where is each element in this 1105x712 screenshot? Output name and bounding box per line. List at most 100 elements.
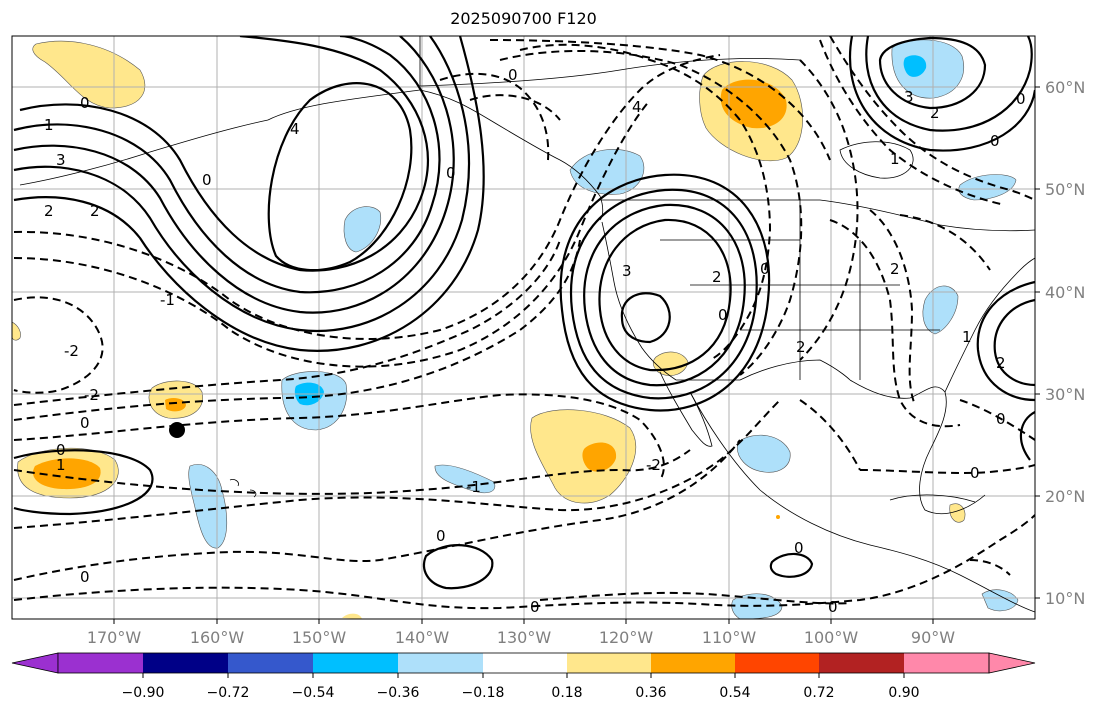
shade-positive [342,613,362,619]
contour-label: 1 [962,328,972,346]
us-mexico-border [676,359,851,381]
colorbar-tick-label: −0.18 [462,685,505,701]
lat-label: 40°N [1045,283,1085,302]
contour-label: 2 [930,104,940,122]
shade-negative [922,285,959,335]
us-west-coast [601,221,677,381]
cutoff-high-contour [620,292,671,344]
contour-labels: 0 1 3 2 2 0 4 -1 -2 -2 0 0 1 0 0 -1 0 0 … [44,66,1026,616]
colorbar-tick-label: 0.18 [551,685,582,701]
hawaii [229,479,257,498]
lon-axis: 170°W 160°W 150°W 140°W 130°W 120°W 110°… [87,619,955,647]
contour-label: 0 [996,410,1006,428]
colorbar-tick-label: −0.54 [292,685,335,701]
shade-positive-strong [165,397,186,412]
aleutian-chain [19,119,269,186]
lat-label: 10°N [1045,589,1085,608]
contour-label: 3 [622,262,632,280]
colorbar-segment [567,653,651,673]
cuba [889,494,976,503]
lon-label: 100°W [804,628,859,647]
contour-label: 0 [760,260,770,278]
colorbar-segment [483,653,567,673]
contour-label: 1 [56,456,66,474]
contour-label: 0 [508,66,518,84]
contour-label: 0 [202,171,212,189]
hawaii-high-contour [13,449,154,516]
shade-positive-strong [582,442,617,472]
negative-contours [13,36,1035,610]
lon-label: 120°W [599,628,654,647]
contour-label: 1 [44,116,54,134]
colorbar-segment [313,653,398,673]
colorbar-extend-low [11,652,59,674]
contour-label: 0 [718,306,728,324]
east-coast-high-contour [976,280,1035,402]
contour-label: 2 [712,268,722,286]
colorbar-tick-label: 0.54 [719,685,750,701]
lon-label: 140°W [395,628,450,647]
lon-label: 130°W [497,628,552,647]
colorbar-segment [398,653,483,673]
shade-negative [343,206,382,253]
colorbar-frame [57,652,990,674]
gulf-coast [849,379,986,515]
contour-label: 2 [996,354,1006,372]
lon-label: 90°W [911,628,955,647]
colorbar-segment [58,653,143,673]
lon-label: 160°W [190,628,245,647]
shade-negative [891,39,964,99]
shade-positive [32,40,146,109]
black-dot [169,422,185,438]
lat-axis: 60°N 50°N 40°N 30°N 20°N 10°N [1035,78,1085,608]
contour-label: 2 [90,202,100,220]
contour-label: -2 [64,342,79,360]
contour-label: 0 [56,441,66,459]
colorbar-tick-label: −0.36 [377,685,420,701]
lat-label: 50°N [1045,180,1085,199]
lat-label: 20°N [1045,487,1085,506]
contour-label: 2 [796,338,806,356]
contour-label: 0 [80,414,90,432]
colorbar-tick-label: −0.72 [207,685,250,701]
contour-label: 0 [80,568,90,586]
colorbar-segment [904,653,989,673]
graticule [12,36,1035,619]
contour-label: -1 [466,478,481,496]
shading-layer [12,39,1019,619]
colorbar-segment [819,653,904,673]
contour-label: 4 [632,98,642,116]
contour-label: 2 [890,260,900,278]
contour-label: 0 [990,132,1000,150]
contour-label: 0 [80,94,90,112]
contour-label: -1 [160,291,175,309]
map-title: 2025090700 F120 [450,9,597,28]
colorbar: −0.90 −0.72 −0.54 −0.36 −0.18 0.18 0.36 … [11,652,1036,701]
contour-label: 4 [290,120,300,138]
contour-label: 0 [1016,90,1026,108]
contour-label: 1 [890,150,900,168]
lat-label: 30°N [1045,385,1085,404]
canada-north [419,36,801,87]
us-canada-border [600,199,1035,232]
shade-negative [981,589,1019,612]
contour-label: 0 [446,164,456,182]
hudson-bay [839,141,914,179]
contour-label: -2 [646,456,661,474]
colorbar-tick-label: −0.90 [122,685,165,701]
colorbar-tick-label: 0.36 [635,685,666,701]
shade-positive [949,503,966,523]
contour-label: 2 [44,202,54,220]
us-east-coast [944,257,1035,393]
lon-label: 150°W [292,628,347,647]
map-layers: 0 1 3 2 2 0 4 -1 -2 -2 0 0 1 0 0 -1 0 0 … [12,36,1035,619]
lon-label: 170°W [87,628,142,647]
contour-label: 0 [530,598,540,616]
colorbar-extend-high [988,652,1036,674]
alaska-coast [267,89,604,221]
contour-label: 0 [970,464,980,482]
shade-positive [776,515,780,519]
contour-label: 3 [56,151,66,169]
shade-negative [434,464,496,494]
